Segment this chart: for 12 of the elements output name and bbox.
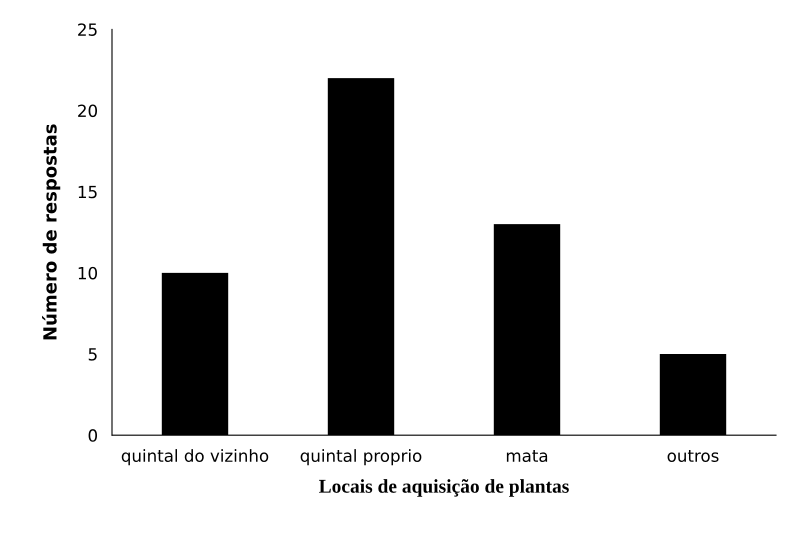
y-tick-label: 0 bbox=[88, 429, 98, 442]
x-tick-label: mata bbox=[506, 450, 548, 462]
y-axis-title: Número de respostas bbox=[42, 124, 60, 340]
y-tick-label: 25 bbox=[78, 23, 97, 36]
x-tick-label: outros bbox=[668, 450, 719, 462]
x-tick-label: quintal proprio bbox=[300, 449, 422, 466]
x-tick-label: quintal do vizinho bbox=[122, 449, 268, 466]
y-tick-label: 5 bbox=[88, 348, 97, 361]
y-tick-label: 10 bbox=[78, 266, 98, 280]
y-tick-label: 15 bbox=[78, 186, 97, 198]
y-tick-label: 20 bbox=[78, 104, 98, 118]
x-axis-title: Locais de aquisição de plantas bbox=[319, 479, 569, 497]
